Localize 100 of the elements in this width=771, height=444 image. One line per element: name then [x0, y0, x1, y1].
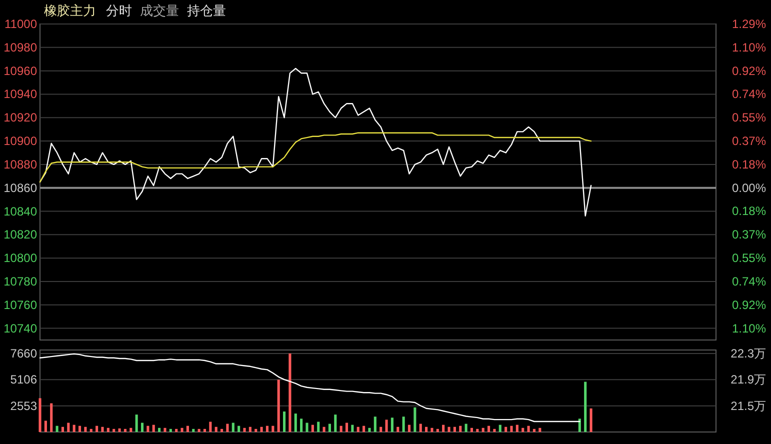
bar — [436, 428, 439, 432]
bar — [482, 428, 484, 432]
bar — [175, 428, 178, 432]
bar — [470, 428, 474, 432]
y2-tick-label: 0.18% — [732, 157, 766, 172]
y2-tick-label: 22.3万 — [730, 346, 766, 360]
bar — [351, 424, 354, 432]
y-tick-label: 10820 — [4, 228, 38, 242]
bar — [448, 426, 450, 432]
bar — [584, 382, 587, 432]
bar — [248, 426, 252, 432]
bar — [96, 426, 98, 432]
bar — [38, 398, 42, 432]
bar — [334, 414, 337, 432]
y-tick-label: 10800 — [4, 251, 38, 266]
y2-tick-label: 0.55% — [732, 251, 766, 266]
y-tick-label: 10780 — [4, 274, 38, 288]
bar — [260, 426, 263, 432]
bar — [220, 428, 224, 432]
y2-tick-label: 0.74% — [732, 87, 766, 102]
bar — [112, 428, 116, 432]
y2-tick-label: 21.9万 — [730, 372, 766, 387]
bar — [504, 426, 508, 432]
bar — [232, 422, 234, 432]
y2-tick-label: 0.00% — [732, 180, 766, 195]
bar — [124, 428, 126, 432]
bar — [238, 426, 240, 432]
bar — [214, 426, 218, 432]
bar — [368, 428, 371, 432]
bar — [311, 424, 314, 432]
y2-tick-label: 0.92% — [732, 298, 766, 312]
bar — [476, 428, 479, 432]
bar — [493, 428, 496, 432]
bar — [266, 426, 269, 432]
bar — [164, 428, 166, 432]
bar — [390, 418, 394, 432]
bar — [425, 426, 428, 432]
bar — [130, 428, 132, 432]
bar — [408, 424, 411, 432]
bar — [56, 426, 58, 432]
bar — [106, 428, 110, 432]
bar — [498, 424, 502, 432]
bar — [590, 408, 592, 432]
bar — [578, 418, 581, 432]
y-tick-label: 7660 — [10, 346, 38, 360]
y-tick-label: 10860 — [4, 180, 38, 195]
bar — [385, 420, 388, 432]
bar — [152, 424, 155, 432]
bar — [306, 422, 308, 432]
bar — [328, 424, 331, 432]
bar — [169, 428, 172, 432]
bar — [532, 428, 536, 432]
y-tick-label: 5106 — [10, 372, 38, 387]
bar — [226, 424, 229, 432]
bar — [254, 428, 258, 432]
bar — [459, 426, 462, 432]
bar — [288, 353, 292, 432]
line-series — [39, 132, 592, 183]
bar — [192, 428, 195, 432]
text: 持仓量 — [187, 3, 226, 18]
y-tick-label: 10740 — [4, 321, 38, 336]
bar — [464, 424, 468, 432]
y-tick-label: 2553 — [10, 398, 38, 413]
text: 分时 — [106, 3, 132, 18]
line-series — [39, 68, 592, 217]
y2-tick-label: 21.5万 — [730, 398, 766, 413]
bar — [50, 403, 53, 432]
y-tick-label: 10840 — [4, 204, 38, 218]
bar — [277, 380, 280, 432]
bar — [345, 422, 348, 432]
bar — [340, 426, 342, 432]
bar — [243, 428, 246, 432]
bar — [516, 424, 518, 432]
y-tick-label: 11000 — [4, 17, 38, 31]
bar — [186, 426, 189, 432]
bar — [90, 428, 92, 432]
y2-tick-label: 1.10% — [732, 40, 766, 54]
bar — [146, 426, 150, 432]
text: 成交量 — [140, 3, 179, 18]
bar — [402, 416, 405, 432]
bar — [300, 418, 303, 432]
bar — [135, 414, 138, 432]
bar — [442, 424, 445, 432]
line-series — [39, 353, 580, 422]
y2-tick-label: 0.92% — [732, 64, 766, 78]
bar — [380, 426, 382, 432]
y-tick-label: 10980 — [4, 40, 38, 54]
y-tick-label: 10900 — [4, 134, 38, 148]
y2-tick-label: 0.74% — [732, 274, 766, 289]
bar — [72, 424, 76, 432]
bar — [140, 422, 144, 432]
bar — [538, 428, 542, 432]
bar — [396, 426, 400, 432]
bar — [78, 426, 82, 432]
bar — [198, 428, 200, 432]
bar — [294, 414, 297, 432]
bar — [322, 426, 326, 432]
bar — [356, 426, 360, 432]
bar — [44, 420, 47, 432]
bar — [510, 426, 513, 432]
